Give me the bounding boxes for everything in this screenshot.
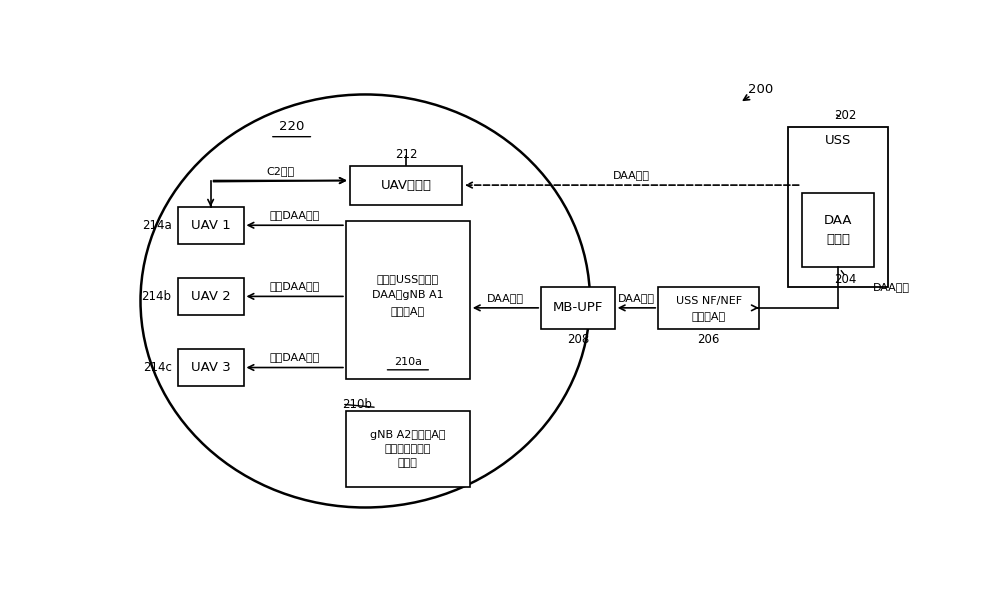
Text: （网络A）: （网络A） [391,306,425,316]
Text: 214c: 214c [143,361,172,374]
FancyBboxPatch shape [346,221,470,379]
Text: DAA信息: DAA信息 [487,293,524,303]
Text: 204: 204 [835,273,857,286]
Text: 专用于USS和广播: 专用于USS和广播 [377,274,439,284]
FancyBboxPatch shape [658,287,759,328]
Text: UAV控制器: UAV控制器 [380,179,431,191]
Text: USS: USS [825,134,851,147]
FancyBboxPatch shape [178,207,244,244]
Text: 广播DAA信息: 广播DAA信息 [270,281,320,291]
Text: DAA的gNB A1: DAA的gNB A1 [372,290,444,300]
Text: 210b: 210b [342,398,372,411]
FancyBboxPatch shape [350,166,462,204]
Text: 业务）: 业务） [398,458,418,468]
FancyBboxPatch shape [802,193,874,266]
Text: 200: 200 [748,83,773,97]
Ellipse shape [141,95,590,508]
FancyBboxPatch shape [346,411,470,487]
Text: （网络A）: （网络A） [692,311,726,321]
Text: 214a: 214a [142,219,172,232]
Text: 广播DAA信息: 广播DAA信息 [270,352,320,362]
Text: 服务器: 服务器 [826,232,850,246]
Text: USS NF/NEF: USS NF/NEF [676,296,742,306]
Text: 广播DAA信息: 广播DAA信息 [270,210,320,220]
Text: 214b: 214b [142,290,172,303]
Text: UAV 3: UAV 3 [191,361,231,374]
FancyBboxPatch shape [541,287,615,328]
Text: （用于其它地面: （用于其它地面 [385,444,431,454]
Text: DAA信息: DAA信息 [873,283,910,292]
Text: 202: 202 [835,108,857,122]
Text: UAV 2: UAV 2 [191,290,231,303]
Text: 212: 212 [395,148,417,161]
Text: 206: 206 [697,334,720,346]
Text: gNB A2（网络A）: gNB A2（网络A） [370,430,446,440]
Text: DAA信息: DAA信息 [613,170,650,180]
Text: DAA信息: DAA信息 [618,293,655,303]
Text: MB-UPF: MB-UPF [553,302,603,314]
FancyBboxPatch shape [788,126,888,287]
Text: 220: 220 [279,120,304,133]
Text: 208: 208 [567,334,589,346]
Text: DAA: DAA [824,214,852,227]
FancyBboxPatch shape [178,278,244,315]
Text: C2通信: C2通信 [266,166,294,176]
Text: UAV 1: UAV 1 [191,219,231,232]
FancyBboxPatch shape [178,349,244,386]
Text: 210a: 210a [394,356,422,367]
